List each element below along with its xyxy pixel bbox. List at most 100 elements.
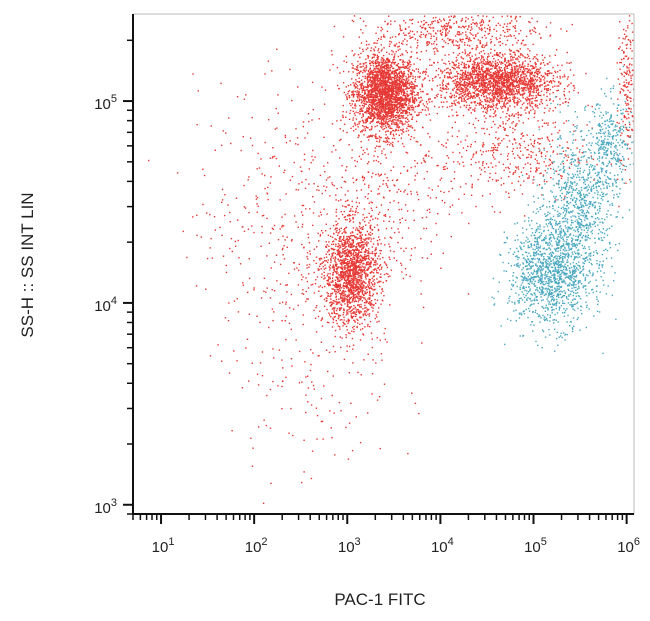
data-point	[481, 46, 483, 48]
data-point	[413, 102, 416, 105]
data-point	[473, 80, 475, 82]
data-point	[390, 95, 392, 97]
data-point	[507, 97, 509, 99]
data-point	[512, 81, 514, 84]
data-point	[371, 85, 373, 87]
data-point	[496, 87, 499, 89]
data-point	[478, 86, 481, 88]
data-point	[545, 99, 548, 101]
data-point	[495, 81, 498, 84]
data-point	[382, 123, 385, 125]
data-point	[333, 312, 336, 315]
data-point	[512, 70, 514, 72]
data-point	[352, 82, 354, 84]
data-point	[515, 93, 517, 95]
data-point	[388, 93, 390, 95]
data-point	[374, 91, 376, 93]
data-point	[395, 99, 398, 101]
data-point	[389, 127, 392, 129]
data-point	[533, 91, 535, 94]
data-point	[391, 96, 393, 98]
data-point	[470, 102, 473, 104]
data-point	[486, 78, 488, 81]
data-point	[357, 310, 360, 313]
data-point	[554, 71, 557, 74]
data-point	[388, 107, 390, 110]
data-point	[461, 72, 464, 74]
data-point	[507, 92, 510, 94]
data-point	[492, 87, 495, 90]
data-point	[384, 327, 386, 330]
data-point	[378, 110, 380, 112]
data-point	[347, 294, 349, 297]
data-point	[513, 73, 516, 76]
data-point	[487, 104, 489, 107]
data-point	[528, 88, 530, 90]
data-point	[540, 94, 542, 97]
data-point	[362, 87, 364, 89]
data-point	[464, 73, 466, 76]
data-point	[345, 238, 347, 241]
data-point	[336, 268, 338, 271]
data-point	[392, 121, 394, 123]
data-point	[504, 81, 506, 84]
data-point	[552, 100, 554, 102]
data-point	[483, 81, 485, 83]
data-point	[469, 97, 471, 100]
data-point	[400, 93, 403, 95]
data-point	[439, 89, 441, 92]
data-point	[373, 84, 376, 86]
data-point	[519, 67, 521, 69]
data-point	[371, 83, 373, 85]
data-point	[484, 75, 487, 77]
data-point	[464, 90, 466, 92]
data-point	[404, 99, 406, 102]
data-point	[378, 51, 380, 54]
data-point	[475, 117, 477, 120]
data-point	[391, 65, 393, 68]
data-point	[401, 66, 403, 69]
data-point	[372, 60, 374, 62]
data-point	[459, 73, 461, 76]
data-point	[461, 84, 463, 87]
data-point	[377, 84, 380, 86]
data-point	[400, 89, 402, 91]
data-point	[534, 74, 536, 77]
data-point	[377, 80, 379, 82]
data-point	[512, 59, 514, 61]
data-point	[388, 81, 391, 83]
data-point	[389, 125, 391, 127]
data-point	[404, 88, 407, 90]
data-point	[494, 89, 497, 92]
data-point	[509, 100, 511, 103]
data-point	[377, 70, 380, 73]
data-point	[330, 295, 332, 297]
data-point	[376, 105, 378, 107]
data-point	[527, 69, 530, 72]
data-point	[325, 246, 328, 249]
data-point	[469, 74, 471, 77]
data-point	[427, 132, 429, 135]
data-point	[321, 295, 323, 297]
data-point	[412, 98, 414, 100]
data-point	[489, 62, 492, 64]
data-point	[484, 108, 486, 110]
data-point	[449, 69, 451, 71]
data-point	[397, 119, 399, 121]
data-point	[404, 83, 406, 86]
data-point	[384, 109, 386, 111]
data-point	[372, 310, 374, 312]
data-point	[506, 76, 508, 78]
data-point	[384, 93, 386, 96]
data-point	[386, 101, 389, 103]
data-point	[478, 65, 480, 67]
data-point	[411, 94, 413, 96]
data-point	[380, 73, 383, 76]
data-point	[544, 56, 546, 59]
data-point	[501, 95, 503, 98]
data-point	[386, 77, 388, 79]
data-point	[366, 78, 369, 80]
data-point	[510, 78, 512, 80]
data-point	[391, 62, 393, 64]
data-point	[470, 94, 472, 96]
